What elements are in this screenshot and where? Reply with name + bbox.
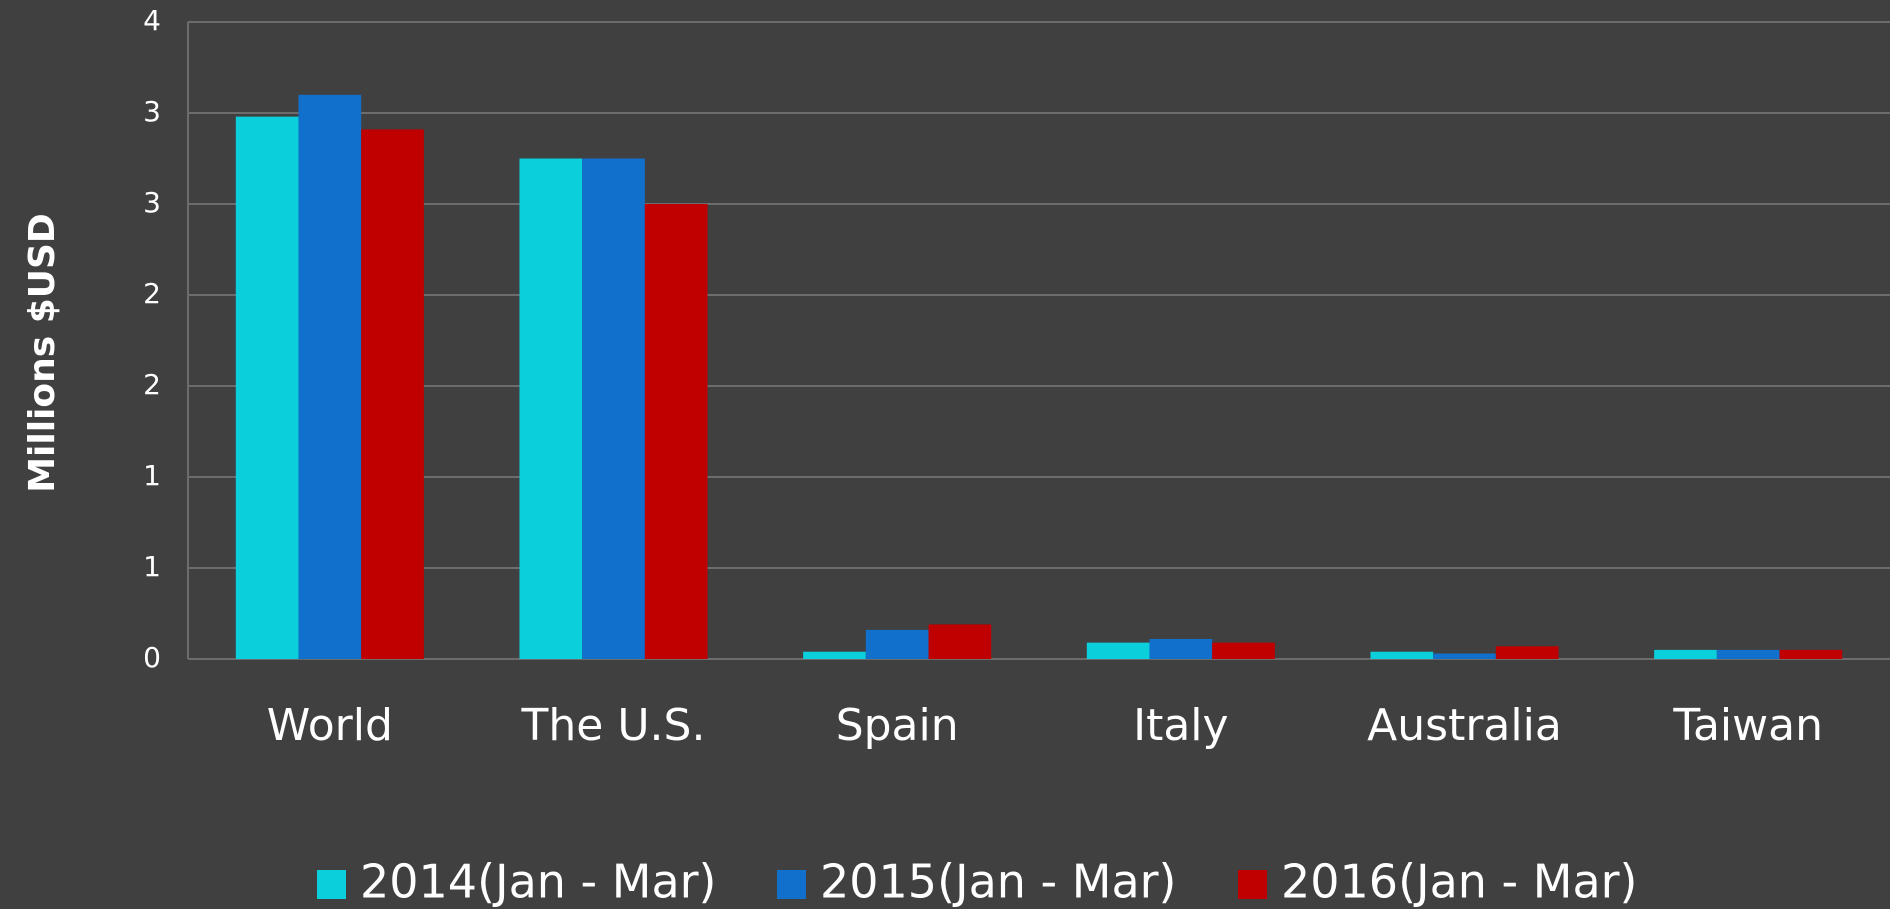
bar [1779, 649, 1843, 659]
bar [1212, 642, 1275, 659]
legend-label: 2015(Jan - Mar) [820, 855, 1177, 909]
legend-label: 2016(Jan - Mar) [1281, 855, 1638, 909]
y-tick-label: 4 [143, 4, 161, 37]
legend-label: 2014(Jan - Mar) [360, 855, 717, 909]
bar [519, 158, 583, 659]
legend-swatch [317, 870, 346, 899]
bar [1149, 638, 1213, 659]
legend-swatch [777, 870, 806, 899]
bar [644, 204, 708, 659]
x-tick-label: Taiwan [1672, 700, 1823, 751]
bar [1433, 653, 1496, 659]
bar [1495, 646, 1559, 659]
bar [1654, 649, 1717, 659]
legend-swatch [1238, 870, 1267, 899]
bar [865, 629, 929, 659]
bar [235, 116, 299, 659]
y-tick-label: 2 [143, 368, 161, 401]
bar [361, 129, 424, 659]
bar [1370, 651, 1434, 659]
bar [803, 651, 866, 659]
y-tick-label: 1 [143, 459, 161, 492]
bar [928, 624, 992, 659]
y-tick-label: 3 [143, 186, 161, 219]
bar [298, 94, 362, 660]
y-tick-label: 1 [143, 550, 161, 583]
y-tick-label: 3 [143, 95, 161, 128]
x-tick-label: Spain [836, 700, 959, 751]
bar [1716, 649, 1780, 659]
bar [582, 158, 645, 659]
bar [1086, 642, 1150, 659]
y-tick-label: 0 [143, 641, 161, 674]
x-tick-label: Australia [1367, 700, 1562, 751]
x-tick-label: The U.S. [521, 700, 706, 751]
x-tick-label: Italy [1133, 700, 1228, 751]
y-tick-label: 2 [143, 277, 161, 310]
x-tick-label: World [267, 700, 393, 751]
y-axis-title: Millions $USD [22, 213, 63, 493]
